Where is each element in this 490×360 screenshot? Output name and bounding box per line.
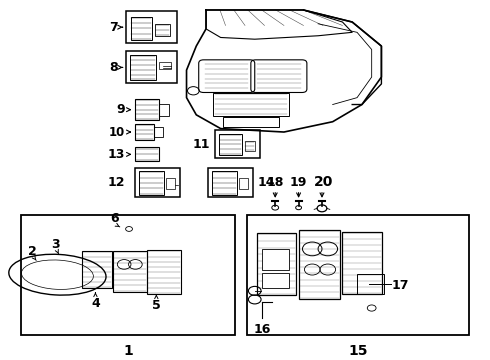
Text: 1: 1 bbox=[123, 345, 133, 359]
Text: 10: 10 bbox=[109, 126, 125, 139]
Bar bbox=[262, 249, 289, 270]
Bar bbox=[219, 134, 242, 155]
Bar bbox=[159, 104, 170, 116]
Text: 15: 15 bbox=[348, 345, 368, 359]
Bar bbox=[298, 230, 340, 299]
Text: 4: 4 bbox=[91, 297, 100, 310]
Text: 6: 6 bbox=[110, 212, 119, 225]
Bar bbox=[135, 99, 159, 120]
Bar bbox=[155, 24, 170, 36]
Bar bbox=[125, 50, 177, 83]
Text: 3: 3 bbox=[51, 238, 60, 251]
Bar bbox=[245, 141, 255, 151]
Bar bbox=[130, 17, 152, 40]
Text: 12: 12 bbox=[108, 176, 125, 189]
Bar bbox=[154, 127, 163, 137]
Bar bbox=[166, 178, 175, 189]
Text: 17: 17 bbox=[391, 279, 409, 292]
Bar bbox=[239, 178, 248, 189]
Text: 5: 5 bbox=[152, 299, 161, 312]
Bar bbox=[135, 124, 154, 140]
Bar bbox=[343, 233, 382, 294]
Bar bbox=[21, 215, 235, 335]
Bar bbox=[208, 168, 253, 197]
Bar bbox=[125, 11, 177, 43]
Bar bbox=[135, 168, 180, 197]
Bar bbox=[247, 215, 469, 335]
Bar bbox=[212, 171, 237, 195]
Bar bbox=[139, 171, 164, 195]
Bar bbox=[114, 251, 147, 292]
Bar bbox=[159, 62, 171, 69]
Text: 14: 14 bbox=[257, 176, 275, 189]
Bar bbox=[357, 274, 384, 294]
Text: 8: 8 bbox=[110, 61, 118, 74]
Bar bbox=[257, 233, 296, 295]
Bar bbox=[135, 148, 159, 161]
Bar bbox=[215, 130, 260, 158]
Text: 2: 2 bbox=[28, 244, 36, 257]
Text: 16: 16 bbox=[253, 323, 271, 336]
Bar bbox=[213, 93, 289, 116]
Bar bbox=[129, 55, 156, 80]
Text: 9: 9 bbox=[117, 103, 125, 116]
Text: 18: 18 bbox=[267, 176, 284, 189]
Bar bbox=[82, 251, 112, 288]
Text: 19: 19 bbox=[290, 176, 307, 189]
Bar bbox=[262, 273, 289, 288]
Text: 20: 20 bbox=[314, 175, 334, 189]
Text: 7: 7 bbox=[110, 21, 118, 34]
Text: 11: 11 bbox=[193, 138, 210, 150]
Bar bbox=[223, 117, 279, 127]
Text: 13: 13 bbox=[108, 148, 125, 161]
Bar bbox=[147, 250, 181, 294]
